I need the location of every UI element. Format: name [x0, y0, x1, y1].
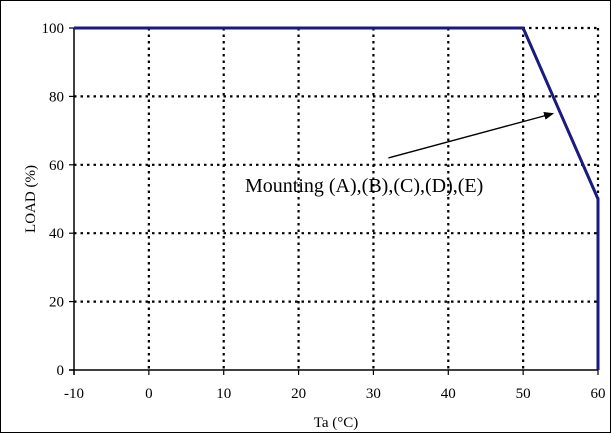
x-tick-label: 20 [291, 386, 306, 402]
series-layer [74, 26, 600, 370]
plot-area [74, 28, 598, 370]
annotation-label: Mounting (A),(B),(C),(D),(E) [245, 175, 483, 197]
x-tick-label: 30 [366, 386, 381, 402]
y-tick-label: 20 [49, 295, 64, 311]
y-tick-label: 0 [57, 363, 65, 379]
annotation-layer: Mounting (A),(B),(C),(D),(E) [245, 111, 555, 197]
x-tick-label: 60 [591, 386, 606, 402]
y-tick-label: 100 [42, 21, 65, 37]
x-tick-label: 10 [216, 386, 231, 402]
x-tick-label: -10 [64, 386, 84, 402]
x-tick-label: 40 [441, 386, 456, 402]
axes [69, 27, 599, 375]
annotation-arrow [388, 111, 555, 159]
y-tick-label: 40 [49, 226, 64, 242]
x-tick-label: 0 [145, 386, 153, 402]
y-tick-label: 80 [49, 89, 64, 105]
y-axis-title: LOAD (%) [23, 165, 39, 233]
y-tick-label: 60 [49, 158, 64, 174]
tick-labels: -10 0 10 20 30 40 50 60 0 20 40 60 80 100 [42, 21, 606, 402]
derating-curve [74, 26, 600, 370]
x-axis-title: Ta (°C) [314, 415, 359, 431]
x-tick-label: 50 [516, 386, 531, 402]
